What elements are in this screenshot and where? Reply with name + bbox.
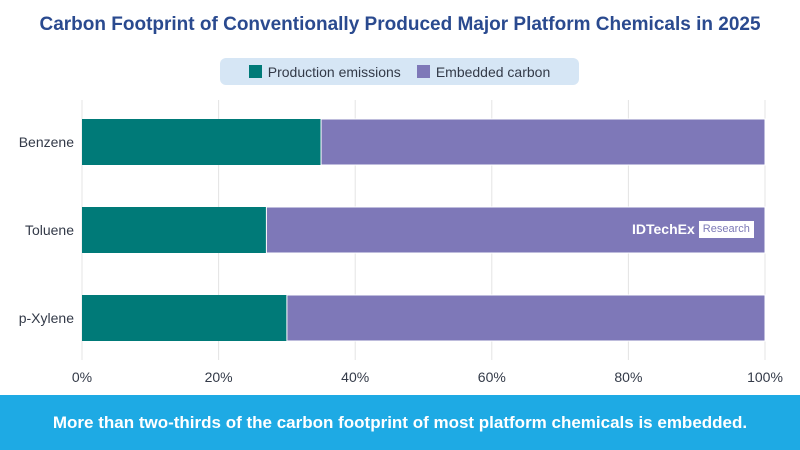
- legend-swatch-production: [248, 65, 262, 78]
- x-tick-label: 20%: [205, 369, 233, 385]
- x-tick-label: 0%: [72, 369, 92, 385]
- legend-label-embedded: Embedded carbon: [435, 63, 551, 80]
- bar-production: [82, 119, 322, 165]
- watermark-brand: IDTechEx: [632, 221, 695, 237]
- x-tick-label: 40%: [341, 369, 369, 385]
- y-category-label: p-Xylene: [19, 310, 74, 326]
- legend-item-production: Production emissions: [248, 63, 401, 80]
- footer-text: More than two-thirds of the carbon footp…: [52, 412, 748, 432]
- legend-swatch-embedded: [416, 65, 430, 78]
- legend-label-production: Production emissions: [267, 63, 401, 80]
- bar-production: [82, 295, 287, 341]
- bar-embedded: [320, 118, 766, 166]
- bar-embedded: [286, 294, 766, 342]
- bar-embedded: [265, 206, 766, 254]
- legend: Production emissions Embedded carbon: [220, 58, 579, 85]
- x-tick-label: 100%: [747, 369, 783, 385]
- watermark-logo: IDTechEx Research: [632, 220, 754, 238]
- bar-production: [82, 207, 267, 253]
- y-category-label: Benzene: [19, 134, 74, 150]
- legend-item-embedded: Embedded carbon: [416, 63, 551, 80]
- y-category-label: Toluene: [25, 222, 74, 238]
- watermark-suffix: Research: [698, 220, 754, 238]
- x-tick-label: 60%: [478, 369, 506, 385]
- x-tick-label: 80%: [614, 369, 642, 385]
- chart-title: Carbon Footprint of Conventionally Produ…: [39, 14, 761, 35]
- footer-banner: More than two-thirds of the carbon footp…: [0, 395, 800, 450]
